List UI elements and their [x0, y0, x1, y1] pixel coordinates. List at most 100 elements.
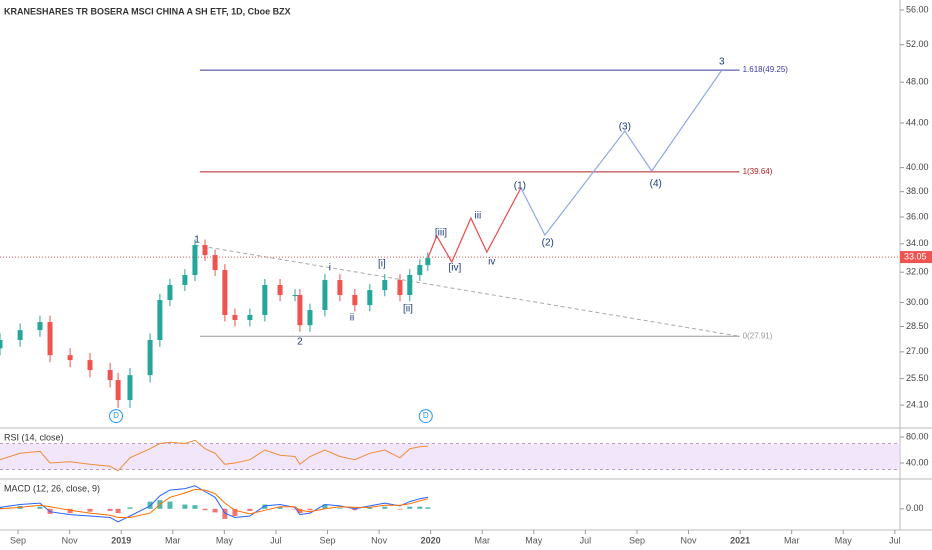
macd-histogram-bar [115, 508, 121, 514]
candle-body [147, 340, 153, 376]
macd-histogram-bar [247, 508, 253, 511]
macd-histogram-bar [337, 508, 343, 509]
y-tick-label: 40.00 [906, 162, 929, 172]
wave-label: i [329, 263, 331, 274]
indicator-title: RSI (14, close) [4, 432, 64, 442]
candle-body [87, 360, 93, 371]
chart-title: KRANESHARES TR BOSERA MSCI CHINA A SH ET… [4, 6, 291, 16]
x-tick-label: Mar [784, 535, 800, 545]
y-tick-label: 24.10 [906, 399, 929, 409]
macd-histogram-bar [107, 508, 113, 511]
y-tick-label: 52.00 [906, 39, 929, 49]
last-price-label: 33.05 [904, 251, 927, 261]
fib-label: 0(27.91) [743, 331, 773, 340]
macd-histogram-bar [67, 508, 73, 514]
y-tick-label: 28.50 [906, 321, 929, 331]
candle-body [262, 284, 268, 315]
annotation-circle [109, 409, 124, 424]
x-tick-label: Mar [474, 535, 490, 545]
candle-body [212, 255, 218, 271]
candle-body [292, 295, 298, 297]
candle-body [67, 355, 73, 361]
wave-label: 1 [194, 235, 200, 246]
macd-histogram-bar [37, 506, 43, 509]
candle-body [202, 245, 208, 256]
wave-label: D [423, 411, 429, 420]
wave-label: [iii] [435, 228, 447, 239]
candle-body [232, 314, 238, 320]
x-tick-label: Jul [270, 535, 282, 545]
candle-body [115, 380, 121, 401]
candle-body [382, 280, 388, 291]
macd-histogram-bar [307, 508, 313, 511]
macd-histogram-bar [182, 504, 188, 509]
x-tick-label: Nov [371, 535, 388, 545]
candle-body [167, 284, 173, 300]
x-tick-label: Jul [889, 535, 901, 545]
macd-histogram-bar [212, 508, 218, 513]
candle-body [17, 330, 23, 341]
y-tick-label: 38.00 [906, 186, 929, 196]
candle-body [0, 340, 3, 349]
wave-label: 2 [297, 337, 303, 348]
wave-projection [520, 69, 723, 237]
macd-histogram-bar [222, 508, 228, 519]
macd-histogram-bar [297, 508, 303, 514]
candle-body [307, 310, 313, 326]
macd-histogram-bar [352, 508, 358, 511]
candle-body [367, 290, 373, 306]
y-tick-label: 56.00 [906, 4, 929, 14]
y-tick-label: 0.00 [906, 503, 924, 513]
candle-body [127, 375, 133, 401]
wave-label: ii [350, 313, 354, 324]
macd-histogram-bar [202, 508, 208, 511]
indicator-title: MACD (12, 26, close, 9) [4, 483, 100, 493]
y-tick-label: 32.00 [906, 267, 929, 277]
candle-body [425, 258, 431, 266]
x-tick-label: Sep [10, 535, 26, 545]
candle-body [322, 280, 328, 311]
macd-histogram-bar [292, 508, 298, 510]
wave-label: [ii] [403, 304, 413, 315]
candle-body [407, 274, 413, 296]
y-tick-label: 27.00 [906, 346, 929, 356]
y-tick-label: 34.00 [906, 238, 929, 248]
macd-histogram-bar [367, 507, 373, 509]
macd-histogram-bar [322, 504, 328, 509]
wave-label: iv [488, 257, 495, 268]
wave-label: (3) [619, 122, 631, 133]
x-tick-label: May [835, 535, 853, 545]
macd-line [0, 488, 428, 518]
trendline [194, 244, 740, 337]
last-price-box [900, 251, 932, 264]
x-tick-label: Jul [580, 535, 592, 545]
wave-label: D [113, 411, 119, 420]
wave-label: (4) [650, 179, 662, 190]
wave-label: (1) [514, 181, 526, 192]
macd-histogram-bar [127, 507, 133, 509]
x-tick-label: Mar [165, 535, 181, 545]
annotation-circle [418, 409, 433, 424]
x-tick-label: Nov [681, 535, 698, 545]
macd-histogram-bar [192, 505, 198, 509]
wave-label: (2) [542, 238, 554, 249]
x-tick-label: Sep [319, 535, 335, 545]
macd-histogram-bar [0, 507, 3, 509]
macd-histogram-bar [262, 504, 268, 509]
wave-label: [iv] [449, 263, 462, 274]
macd-histogram-bar [425, 507, 431, 509]
candle-body [247, 314, 253, 320]
x-tick-label: Nov [62, 535, 79, 545]
x-tick-label: Sep [629, 535, 645, 545]
rsi-line [0, 439, 428, 472]
macd-line [0, 485, 428, 523]
fib-label: 1.618(49.25) [743, 65, 789, 74]
macd-histogram-bar [87, 508, 93, 512]
wave-projection [427, 187, 522, 264]
macd-histogram-bar [407, 506, 413, 509]
y-tick-label: 40.00 [906, 457, 929, 467]
x-tick-label: 2019 [111, 535, 131, 545]
candle-body [297, 295, 303, 326]
wave-label: iii [475, 211, 482, 222]
